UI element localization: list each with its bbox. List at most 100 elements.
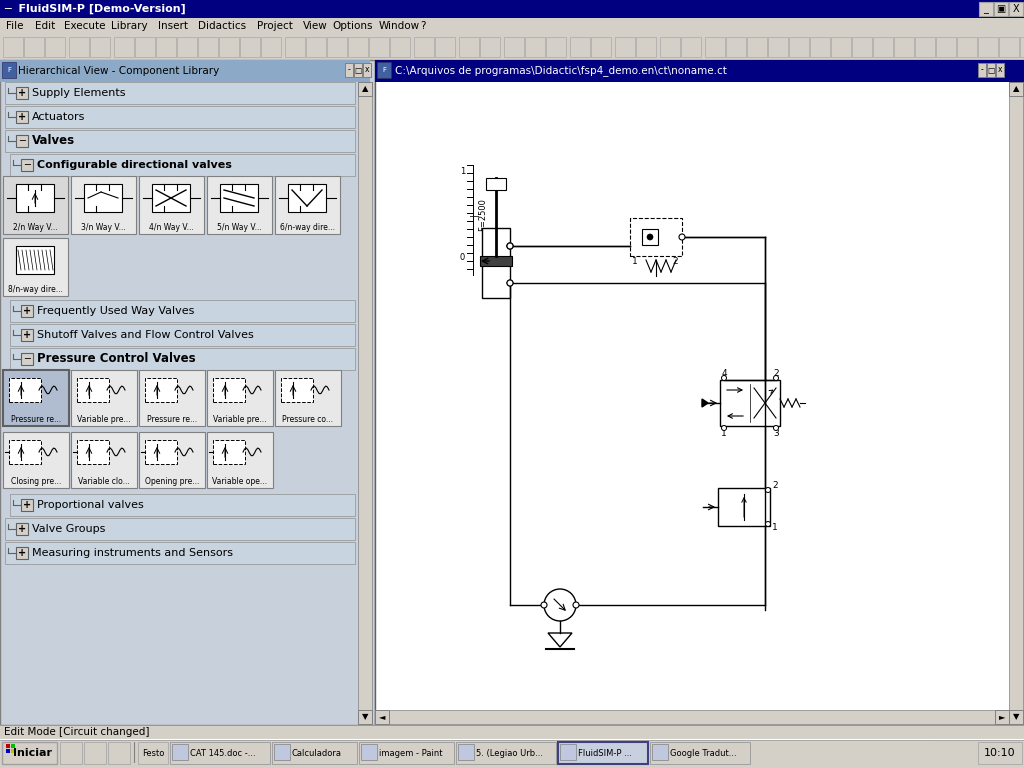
Text: □: □ <box>354 65 361 74</box>
Text: Frequently Used Way Valves: Frequently Used Way Valves <box>37 306 195 316</box>
Text: Pressure re...: Pressure re... <box>11 415 61 425</box>
Bar <box>16 246 54 274</box>
Bar <box>720 380 780 426</box>
Bar <box>60 742 82 764</box>
Bar <box>6 749 10 753</box>
Text: ─: ─ <box>24 160 30 170</box>
Text: Closing pre...: Closing pre... <box>11 478 61 486</box>
Text: -: - <box>347 65 350 74</box>
Bar <box>0 60 370 82</box>
Circle shape <box>544 589 575 621</box>
Bar <box>327 37 347 57</box>
Circle shape <box>507 280 513 286</box>
Bar <box>345 63 353 77</box>
Text: FluidSIM-P ...: FluidSIM-P ... <box>578 749 632 757</box>
Circle shape <box>507 280 513 286</box>
Bar <box>9 440 41 464</box>
Bar <box>0 35 1024 60</box>
Text: 3: 3 <box>773 429 779 439</box>
Bar <box>90 37 110 57</box>
Bar <box>69 37 89 57</box>
Text: Opening pre...: Opening pre... <box>144 478 200 486</box>
Text: x: x <box>365 65 370 74</box>
Bar <box>156 37 176 57</box>
Text: CAT 145.doc -...: CAT 145.doc -... <box>190 749 256 757</box>
Text: Edit: Edit <box>35 21 55 31</box>
Bar <box>71 432 137 488</box>
Circle shape <box>647 234 653 240</box>
Bar <box>354 63 362 77</box>
Bar <box>16 87 28 99</box>
Text: ─: ─ <box>24 354 30 364</box>
Text: -: - <box>981 65 983 74</box>
Bar <box>414 37 434 57</box>
Bar <box>170 742 270 764</box>
Text: ▼: ▼ <box>361 713 369 721</box>
Bar <box>636 37 656 57</box>
Text: 10:10: 10:10 <box>984 748 1016 758</box>
Text: ►: ► <box>998 713 1006 721</box>
Bar <box>480 256 512 266</box>
Bar <box>3 37 23 57</box>
Bar <box>22 499 33 511</box>
Circle shape <box>766 521 770 527</box>
Bar <box>377 62 391 78</box>
Bar <box>145 378 177 402</box>
Bar <box>358 710 372 724</box>
Circle shape <box>722 425 726 431</box>
Bar <box>3 238 68 296</box>
Bar <box>77 378 109 402</box>
Bar <box>0 60 375 725</box>
Text: 5/n Way V...: 5/n Way V... <box>217 223 261 233</box>
Text: □: □ <box>987 65 994 74</box>
Bar <box>480 37 500 57</box>
Bar <box>570 37 590 57</box>
Bar <box>207 370 273 426</box>
Text: ─  FluidSIM-P [Demo-Version]: ─ FluidSIM-P [Demo-Version] <box>4 4 185 14</box>
Text: ?: ? <box>420 21 425 31</box>
Bar <box>10 494 355 516</box>
Bar <box>894 37 914 57</box>
Circle shape <box>773 425 778 431</box>
Text: 4: 4 <box>721 369 727 379</box>
Text: Insert: Insert <box>158 21 187 31</box>
Bar <box>705 37 725 57</box>
Bar <box>936 37 956 57</box>
Bar <box>459 37 479 57</box>
Bar <box>362 63 371 77</box>
Bar <box>1009 82 1023 712</box>
Text: 1: 1 <box>772 524 778 532</box>
Text: 1: 1 <box>721 429 727 439</box>
Text: Festo: Festo <box>141 749 164 757</box>
Bar <box>0 0 1024 18</box>
Bar <box>145 440 177 464</box>
Text: 0: 0 <box>460 253 465 263</box>
Text: Calculadora: Calculadora <box>292 749 342 757</box>
Text: ▼: ▼ <box>1013 713 1019 721</box>
Bar <box>275 370 341 426</box>
Bar <box>995 710 1009 724</box>
Bar <box>458 744 474 760</box>
Text: Pressure Control Valves: Pressure Control Valves <box>37 353 196 366</box>
Bar <box>288 184 326 212</box>
Bar <box>915 37 935 57</box>
Text: Configurable directional valves: Configurable directional valves <box>37 160 231 170</box>
Bar <box>996 63 1004 77</box>
Bar <box>274 744 290 760</box>
Bar <box>139 176 204 234</box>
Bar <box>546 37 566 57</box>
Bar <box>435 37 455 57</box>
Text: 6/n-way dire...: 6/n-way dire... <box>280 223 335 233</box>
Text: Variable ope...: Variable ope... <box>213 478 267 486</box>
Bar <box>790 37 809 57</box>
Bar <box>358 82 372 722</box>
Bar <box>979 2 993 16</box>
Bar <box>361 744 377 760</box>
Bar <box>5 542 355 564</box>
Bar <box>831 37 851 57</box>
Bar <box>873 37 893 57</box>
Bar <box>24 37 44 57</box>
Text: Hierarchical View - Component Library: Hierarchical View - Component Library <box>18 66 219 76</box>
Circle shape <box>507 243 513 249</box>
Bar <box>135 37 155 57</box>
